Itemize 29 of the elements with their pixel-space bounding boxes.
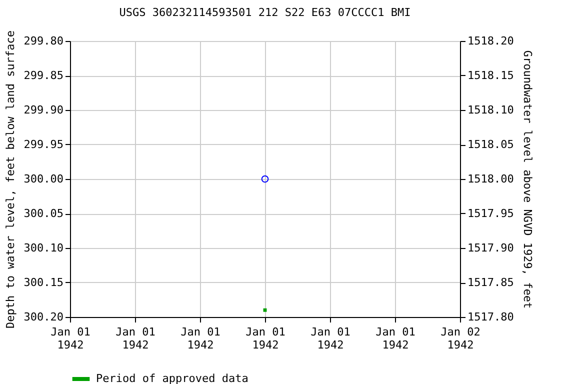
chart-title: USGS 360232114593501 212 S22 E63 07CCCC1 BMI: [119, 6, 411, 19]
y2-tick-label: 1517.85: [468, 276, 514, 289]
y-tick-label: 300.05: [24, 207, 64, 220]
y2-tick-label: 1518.15: [468, 69, 514, 82]
y2-tick-label: 1518.00: [468, 172, 514, 186]
x-tick-label: Jan 02 1942: [440, 326, 480, 352]
x-tick-label: Jan 01 1942: [246, 326, 286, 352]
y2-tick-label: 1517.95: [468, 207, 514, 220]
x-tick-label: Jan 01 1942: [116, 326, 156, 352]
y-tick-label: 299.80: [24, 34, 64, 48]
y2-tick-label: 1518.05: [468, 138, 514, 151]
y-tick-label: 299.85: [24, 69, 64, 82]
y-tick-label: 299.90: [24, 104, 64, 116]
y2-tick-label: 1517.90: [468, 242, 514, 254]
y-axis-title: Depth to water level, feet below land surface: [4, 30, 17, 329]
x-tick-label: Jan 01 1942: [180, 326, 220, 352]
y-tick-label: 300.15: [24, 276, 64, 289]
y-tick-label: 299.95: [24, 138, 64, 151]
x-tick-label: Jan 01 1942: [376, 326, 416, 352]
y2-axis-title: Groundwater level above NGVD 1929, feet: [520, 50, 534, 309]
y-tick-label: 300.20: [24, 310, 64, 324]
y-tick-label: 300.00: [24, 172, 64, 186]
y2-tick-label: 1517.80: [468, 310, 514, 324]
x-tick-label: Jan 01 1942: [310, 326, 350, 352]
y2-tick-label: 1518.20: [468, 34, 514, 48]
x-tick-label: Jan 01 1942: [50, 326, 90, 352]
legend-label: Period of approved data: [96, 372, 248, 384]
y2-tick-label: 1518.10: [468, 104, 514, 116]
y-tick-label: 300.10: [24, 242, 64, 254]
